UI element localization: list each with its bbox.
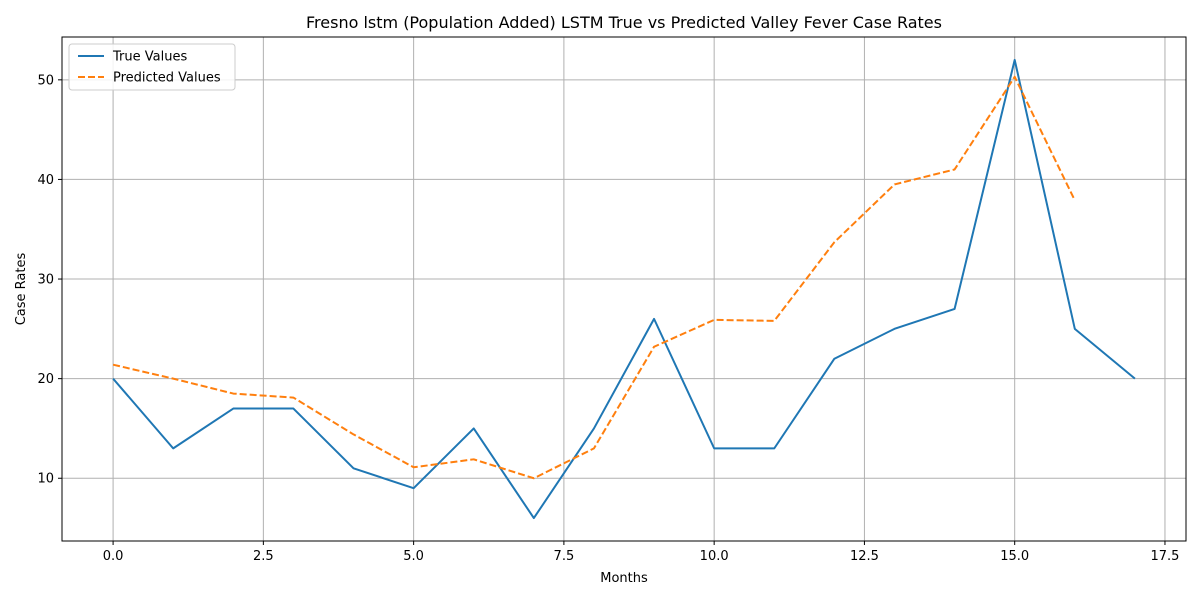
series-line-predicted-values	[112, 75, 1076, 480]
chart-title: Fresno lstm (Population Added) LSTM True…	[306, 13, 942, 32]
legend: True Values Predicted Values	[68, 43, 236, 91]
x-tick-label: 2.5	[253, 549, 274, 564]
series-lines	[112, 58, 1136, 520]
axis-ticks: 0.0 2.5 5.0 7.5 10.0 12.5 15.0 17.5 10 20 30 40 50	[37, 73, 1179, 564]
series-line-true-values	[112, 58, 1136, 520]
grid	[62, 37, 1186, 541]
x-tick-label: 15.0	[1000, 549, 1029, 564]
x-tick-label: 7.5	[554, 549, 575, 564]
y-tick-label: 50	[37, 73, 54, 88]
legend-box	[68, 43, 236, 91]
x-tick-label: 0.0	[103, 549, 124, 564]
y-tick-label: 40	[37, 173, 54, 188]
plot-area-frame	[61, 36, 1187, 542]
x-axis-label: Months	[600, 571, 648, 586]
y-tick-label: 20	[37, 372, 54, 387]
y-tick-label: 30	[37, 273, 54, 288]
x-tick-label: 5.0	[403, 549, 424, 564]
legend-label: Predicted Values	[113, 71, 221, 86]
y-tick-label: 10	[37, 472, 54, 487]
y-axis-label: Case Rates	[14, 253, 29, 326]
legend-label: True Values	[112, 50, 187, 65]
x-tick-label: 12.5	[850, 549, 879, 564]
x-tick-label: 17.5	[1150, 549, 1179, 564]
x-tick-label: 10.0	[700, 549, 729, 564]
